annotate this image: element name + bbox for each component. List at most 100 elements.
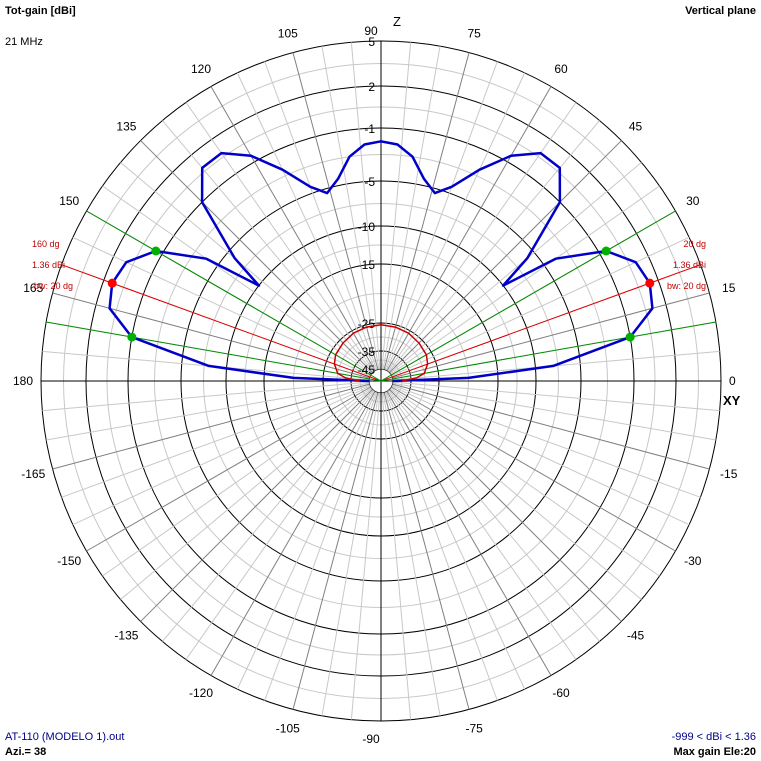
minor-spoke xyxy=(387,102,577,372)
file-name-label: AT-110 (MODELO 1).out xyxy=(5,731,125,743)
radial-tick-label: -10 xyxy=(358,220,376,234)
minor-spoke xyxy=(388,120,600,373)
chart-title: Tot-gain [dBi] xyxy=(5,5,76,17)
annotation-left: 1.36 dBi xyxy=(32,260,65,270)
spoke xyxy=(210,391,376,676)
angle-tick-label: -165 xyxy=(21,467,45,481)
minor-spoke xyxy=(382,392,441,716)
z-axis-label: Z xyxy=(393,14,401,29)
angle-tick-label: 15 xyxy=(722,281,736,295)
angle-tick-label: 60 xyxy=(554,62,568,76)
minor-spoke xyxy=(392,384,701,498)
minor-spoke xyxy=(321,46,380,370)
annotation-right: 1.36 dBi xyxy=(673,260,706,270)
minor-spoke xyxy=(185,390,375,660)
radial-tick-label: -15 xyxy=(358,258,376,272)
minor-spoke xyxy=(381,392,412,720)
angle-tick-label: 135 xyxy=(116,119,136,133)
beam-line xyxy=(86,210,382,382)
minor-spoke xyxy=(385,391,526,690)
gain-marker xyxy=(625,332,635,342)
minor-spoke xyxy=(120,388,373,600)
angle-tick-label: -15 xyxy=(720,467,738,481)
minor-spoke xyxy=(392,381,720,412)
angle-tick-label: 105 xyxy=(278,26,298,40)
minor-spoke xyxy=(321,392,380,716)
angle-tick-label: 30 xyxy=(686,194,700,208)
spoke xyxy=(52,383,370,470)
radial-tick-label: 2 xyxy=(368,80,375,94)
minor-spoke xyxy=(162,120,374,373)
angle-tick-label: -30 xyxy=(684,554,702,568)
angle-tick-label: 120 xyxy=(191,62,211,76)
spoke xyxy=(292,52,379,370)
minor-spoke xyxy=(390,387,660,577)
beam-line xyxy=(380,210,676,382)
angle-tick-label: 45 xyxy=(629,119,643,133)
minor-spoke xyxy=(102,387,372,577)
spoke xyxy=(391,386,676,552)
minor-spoke xyxy=(46,382,370,441)
angle-tick-label: -120 xyxy=(189,686,213,700)
minor-spoke xyxy=(102,185,372,375)
minor-spoke xyxy=(391,385,690,526)
annotation-right: bw: 20 dg xyxy=(667,281,706,291)
gain-range-label: -999 < dBi < 1.36 xyxy=(671,731,756,743)
angle-tick-label: 75 xyxy=(467,26,481,40)
spoke xyxy=(140,140,373,373)
spoke xyxy=(383,392,470,710)
minor-spoke xyxy=(264,61,378,370)
spoke xyxy=(386,86,552,371)
minor-spoke xyxy=(384,392,498,701)
angle-tick-label: 150 xyxy=(59,194,79,208)
spoke xyxy=(386,391,552,676)
minor-spoke xyxy=(388,389,600,642)
spoke xyxy=(210,86,376,371)
minor-spoke xyxy=(236,391,377,690)
minor-spoke xyxy=(385,72,526,371)
minor-spoke xyxy=(236,72,377,371)
radial-tick-label: -35 xyxy=(358,345,376,359)
angle-tick-label: -105 xyxy=(276,722,300,736)
minor-spoke xyxy=(42,381,370,412)
gain-marker xyxy=(151,246,161,256)
gain-marker xyxy=(645,278,655,288)
angle-tick-label: -60 xyxy=(552,686,570,700)
angle-tick-label: -90 xyxy=(362,732,380,746)
max-gain-label: Max gain Ele:20 xyxy=(673,746,756,758)
beam-line xyxy=(46,321,382,382)
minor-spoke xyxy=(390,185,660,375)
minor-spoke xyxy=(120,162,373,374)
minor-spoke xyxy=(389,388,642,600)
annotation-left: bw: 20 dg xyxy=(34,281,73,291)
gain-marker xyxy=(127,332,137,342)
frequency-label: 21 MHz xyxy=(5,36,43,48)
minor-spoke xyxy=(382,46,441,370)
spoke xyxy=(392,292,710,379)
minor-spoke xyxy=(350,42,381,370)
minor-spoke xyxy=(350,392,381,720)
radial-tick-label: -45 xyxy=(358,363,376,377)
angle-tick-label: 180 xyxy=(13,374,33,388)
spoke xyxy=(383,52,470,370)
beam-line xyxy=(380,321,716,382)
angle-tick-label: -45 xyxy=(627,629,645,643)
series-line-2 xyxy=(333,323,429,382)
angle-tick-label: 165 xyxy=(23,281,43,295)
annotation-right: 20 dg xyxy=(683,239,706,249)
minor-spoke xyxy=(162,389,374,642)
angle-tick-label: -75 xyxy=(466,722,484,736)
gain-marker xyxy=(107,278,117,288)
spoke xyxy=(52,292,370,379)
spoke xyxy=(86,386,371,552)
spoke xyxy=(392,383,710,470)
minor-spoke xyxy=(61,384,370,498)
angle-tick-label: 90 xyxy=(364,24,378,38)
angle-tick-label: 0 xyxy=(729,374,736,388)
spoke xyxy=(292,392,379,710)
plane-label: Vertical plane xyxy=(685,5,756,17)
spoke xyxy=(140,389,373,622)
minor-spoke xyxy=(392,382,716,441)
gain-marker xyxy=(601,246,611,256)
